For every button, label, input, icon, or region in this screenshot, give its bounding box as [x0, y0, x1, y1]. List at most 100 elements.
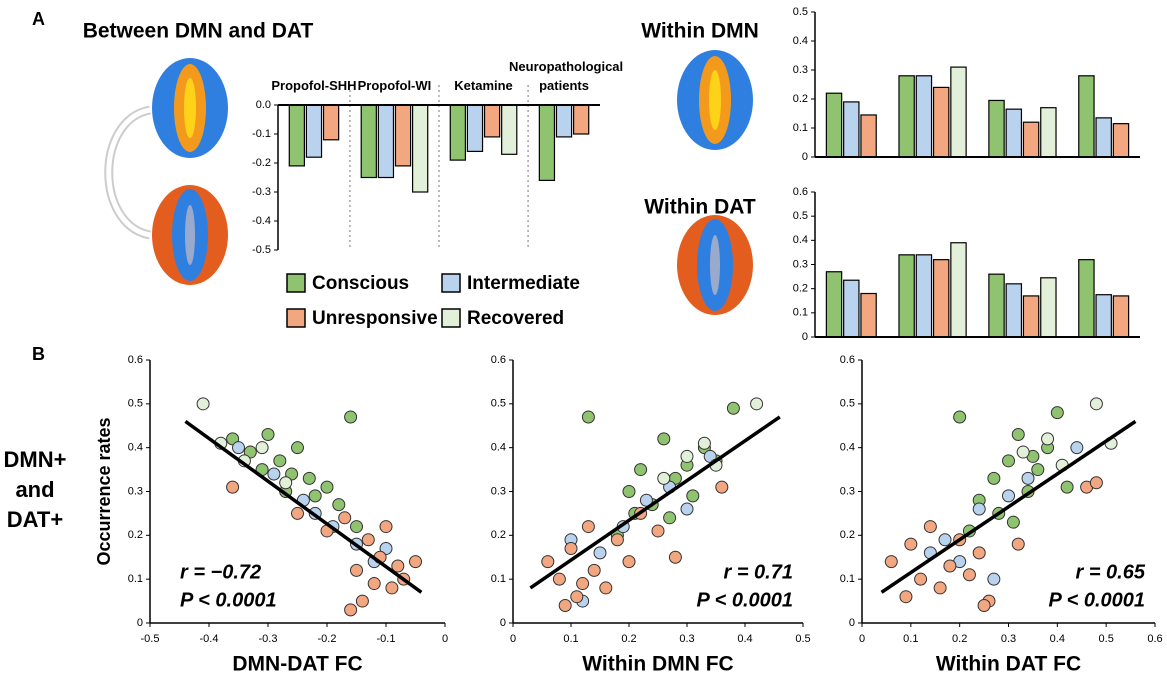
scatter-point: [668, 550, 682, 564]
bar: [1040, 107, 1057, 158]
scatter-point: [622, 555, 636, 569]
scatter-point: [1089, 476, 1103, 490]
bar: [1078, 259, 1095, 338]
scatter-point: [1060, 480, 1074, 494]
scatter-point: [308, 489, 322, 503]
fit-line: [529, 415, 781, 590]
scatter-point: [279, 476, 293, 490]
y-tick-label: 0.3: [128, 485, 143, 497]
scatter-point: [344, 603, 358, 617]
bar: [860, 114, 877, 158]
y-tick-label: 0.4: [793, 234, 808, 246]
scatter-point: [587, 563, 601, 577]
bar: [932, 86, 950, 158]
x-tick-label: 0.5: [795, 633, 810, 645]
annotation: P < 0.0001: [1048, 589, 1145, 611]
x-tick-label: -0.5: [141, 633, 160, 645]
scatter-point: [552, 572, 566, 586]
annotation: P < 0.0001: [696, 589, 793, 611]
bar: [288, 104, 306, 167]
scatter-point: [1070, 441, 1084, 455]
bar: [538, 104, 556, 182]
bar: [1040, 277, 1057, 338]
x-tick-label: 0.4: [737, 633, 752, 645]
scatter-point: [899, 590, 913, 604]
bar: [1005, 283, 1023, 338]
x-tick-label: -0.1: [377, 633, 396, 645]
scatter-point: [1050, 406, 1064, 420]
scatter-point: [344, 410, 358, 424]
scatter-point: [884, 555, 898, 569]
scatter-point: [391, 559, 405, 573]
x-tick-label: -0.3: [259, 633, 278, 645]
y-tick-label: 0.6: [491, 354, 506, 366]
y-tick-label: -0.4: [252, 215, 271, 227]
scatter-point: [291, 506, 304, 520]
scatter-point: [622, 485, 636, 498]
scatter-point: [1011, 428, 1025, 442]
x-axis-label: Within DMN FC: [582, 653, 733, 676]
scatter-point: [338, 511, 352, 525]
panel-label: A: [32, 9, 45, 29]
scatter-point: [977, 598, 991, 612]
bar: [825, 271, 843, 338]
chart-title: Between DMN and DAT: [83, 20, 314, 43]
chart-title: Within DMN: [641, 20, 759, 43]
y-tick-label: 0.4: [793, 35, 808, 47]
y-tick-label: 0.2: [491, 529, 506, 541]
scatter-point: [350, 563, 363, 577]
scatter-point: [196, 397, 210, 411]
scatter-point: [1002, 489, 1015, 503]
y-tick-label: -0.1: [252, 128, 271, 140]
y-tick-label: -0.5: [252, 244, 271, 256]
legend-swatch: [441, 308, 461, 328]
scatter-point: [255, 441, 269, 455]
scatter-point: [639, 493, 653, 507]
bar: [305, 104, 323, 158]
scatter-point: [750, 397, 764, 411]
scatter-point: [232, 441, 245, 455]
x-tick-label: 0.3: [679, 633, 694, 645]
scatter-point: [697, 436, 711, 450]
bar: [843, 279, 860, 338]
bar: [1112, 295, 1130, 338]
category-label: Ketamine: [454, 78, 513, 93]
scatter-point: [953, 410, 967, 424]
bar: [572, 104, 590, 135]
y-tick-label: 0.3: [840, 485, 855, 497]
bar: [932, 259, 950, 338]
legend-label: Conscious: [312, 273, 409, 294]
chart-title: Within DAT: [644, 196, 756, 219]
bar: [950, 242, 967, 338]
x-axis-label: DMN-DAT FC: [232, 653, 362, 676]
scatter-point: [361, 533, 375, 547]
x-tick-label: -0.4: [200, 633, 219, 645]
scatter-point: [972, 502, 986, 516]
scatter-point: [1041, 432, 1055, 446]
bar: [394, 104, 412, 167]
scatter-point: [1089, 397, 1103, 411]
x-axis-label: Within DAT FC: [936, 653, 1081, 676]
scatter-point: [1016, 445, 1030, 459]
y-tick-label: 0: [849, 617, 855, 629]
scatter-point: [332, 498, 346, 512]
scatter-point: [581, 520, 595, 534]
y-tick-label: 0.2: [793, 283, 808, 295]
scatter-point: [680, 502, 694, 516]
bar: [466, 104, 484, 153]
scatter-point: [1002, 454, 1015, 468]
y-tick-label: 0.2: [840, 529, 855, 541]
y-tick-label: 0.3: [793, 258, 808, 270]
y-tick-label: -0.2: [252, 157, 271, 169]
bar: [825, 92, 843, 158]
scatter-point: [1031, 463, 1045, 477]
scatter-point: [385, 581, 399, 595]
scatter-point: [914, 572, 928, 586]
y-tick-label: 0.2: [128, 529, 143, 541]
bar: [988, 99, 1005, 158]
y-tick-label: 0: [802, 151, 808, 163]
bar: [1022, 295, 1040, 338]
category-label: Propofol-SHH: [271, 78, 357, 93]
legend-label: Intermediate: [467, 273, 580, 294]
